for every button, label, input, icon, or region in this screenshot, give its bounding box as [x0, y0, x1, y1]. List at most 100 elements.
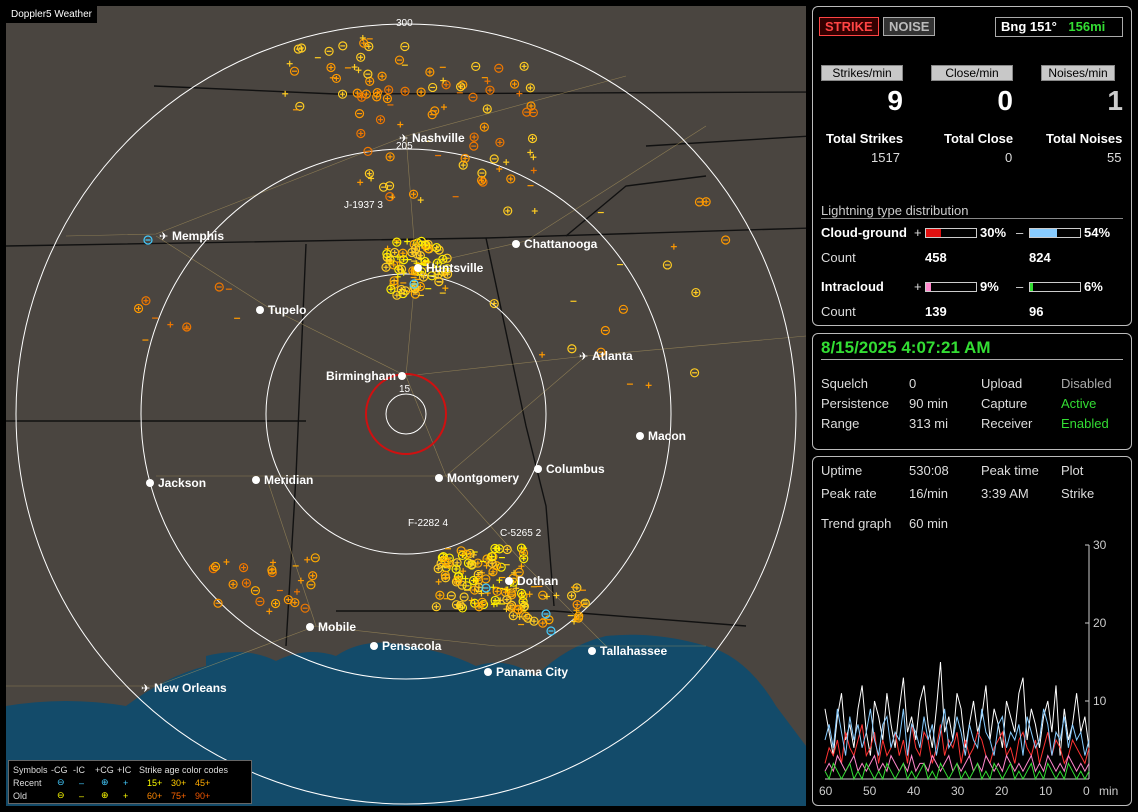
- strike-marker: [270, 559, 277, 566]
- city-label: Chattanooga: [524, 237, 598, 251]
- noise-toggle-button[interactable]: NOISE: [883, 17, 936, 36]
- city-label: New Orleans: [154, 681, 227, 695]
- ic-positive-count: 139: [925, 304, 947, 319]
- strike-marker: [425, 67, 435, 77]
- strike-marker: [351, 64, 358, 71]
- city-marker: [414, 264, 422, 272]
- peak-rate-value: 16/min: [909, 486, 949, 501]
- strike-marker: [596, 347, 606, 357]
- strike-marker: [286, 60, 293, 67]
- strikes-per-min-label[interactable]: Strikes/min: [821, 65, 903, 81]
- strike-marker: [440, 570, 450, 580]
- map-canvas: 300 205 15 ✈ Nashville ✈ Memphis Chattanooga…: [6, 18, 806, 806]
- strike-marker: [375, 115, 386, 125]
- strike-marker: [289, 66, 300, 76]
- strike-marker: [133, 303, 144, 314]
- strike-marker: [600, 325, 610, 336]
- plot-value[interactable]: Strike: [1061, 486, 1095, 501]
- city-label: Macon: [648, 429, 686, 443]
- city-label: Huntsville: [426, 261, 484, 275]
- lightning-map[interactable]: 300 205 15 ✈ Nashville ✈ Memphis Chattanooga…: [6, 6, 806, 806]
- strike-marker: [469, 132, 479, 142]
- strike-marker: [394, 55, 405, 65]
- intracloud-label: Intracloud: [821, 279, 884, 294]
- strike-marker: [433, 269, 443, 279]
- city-marker: [398, 372, 406, 380]
- receiver-label: Receiver: [981, 416, 1033, 431]
- airplane-icon: ✈: [399, 133, 408, 145]
- cloud-ground-label: Cloud-ground: [821, 225, 907, 240]
- strike-marker: [223, 558, 230, 565]
- strike-marker: [479, 122, 489, 132]
- cg-positive-bar: [925, 228, 977, 238]
- strike-marker: [421, 245, 428, 252]
- storm-label: C-5265 2: [500, 528, 542, 539]
- strike-toggle-button[interactable]: STRIKE: [819, 17, 879, 36]
- strike-marker: [492, 586, 502, 596]
- strike-marker: [399, 255, 409, 265]
- strikes-per-min-value: 9: [887, 85, 903, 116]
- current-datetime: 8/15/2025 4:07:21 AM: [821, 338, 991, 357]
- strike-marker: [490, 601, 497, 608]
- strike-marker: [455, 601, 466, 611]
- strike-marker: [513, 604, 523, 614]
- recent-strike-marker: [546, 626, 556, 636]
- strike-marker: [306, 580, 316, 590]
- x-tick-label: 40: [907, 784, 921, 798]
- strike-marker: [502, 544, 512, 555]
- total-strikes-label: Total Strikes: [826, 131, 904, 146]
- strike-marker: [293, 588, 300, 595]
- city-marker: [505, 577, 513, 585]
- close-per-min-label[interactable]: Close/min: [931, 65, 1013, 81]
- strike-marker: [270, 598, 281, 609]
- strike-marker: [404, 238, 411, 245]
- ic-positive-bar: [925, 282, 977, 292]
- strike-marker: [484, 78, 491, 85]
- squelch-value: 0: [909, 376, 917, 391]
- strike-marker: [429, 264, 436, 271]
- strike-marker: [446, 591, 456, 601]
- divider: [821, 359, 1123, 360]
- strike-marker: [364, 169, 374, 179]
- status-panel: 8/15/2025 4:07:21 AM Squelch 0 Upload Di…: [812, 333, 1132, 450]
- trend-graph: 30 20 10 60 50 40 30 20 10 0 min: [819, 538, 1118, 798]
- strike-marker: [508, 611, 518, 621]
- strike-marker: [310, 553, 320, 563]
- age-code: 15+: [147, 777, 163, 788]
- strike-marker: [567, 591, 577, 601]
- legend-neg-ic: -IC: [73, 764, 85, 775]
- strike-marker: [645, 382, 652, 389]
- noises-per-min-label[interactable]: Noises/min: [1041, 65, 1115, 81]
- cg-minus-sign: –: [1016, 225, 1024, 240]
- neg-ic-old-icon: –: [79, 790, 85, 801]
- strike-marker: [433, 564, 443, 574]
- strike-marker: [495, 137, 505, 148]
- city-marker: [306, 623, 314, 631]
- strike-marker: [455, 82, 466, 92]
- strike-marker: [415, 281, 425, 292]
- strike-marker: [400, 86, 410, 96]
- peak-time-value: 3:39 AM: [981, 486, 1029, 501]
- strike-marker: [494, 63, 504, 73]
- neg-ic-recent-icon: –: [79, 777, 85, 788]
- ic-negative-pct: 6%: [1084, 279, 1103, 294]
- city-label: Pensacola: [382, 639, 442, 653]
- airplane-icon: ✈: [159, 231, 168, 243]
- strike-marker: [400, 41, 410, 52]
- age-code: 30+: [171, 777, 187, 788]
- strike-marker: [453, 576, 463, 586]
- cg-negative-count: 824: [1029, 250, 1051, 265]
- y-tick-label: 30: [1093, 538, 1107, 552]
- strike-marker: [503, 206, 513, 216]
- strike-marker: [296, 43, 307, 53]
- strike-marker: [451, 564, 461, 574]
- strike-marker: [474, 582, 484, 592]
- strike-marker: [460, 153, 470, 164]
- city-marker: [435, 474, 443, 482]
- strike-marker: [398, 248, 408, 258]
- uptime-value: 530:08: [909, 463, 949, 478]
- bearing-value: Bng 151°: [1001, 19, 1057, 34]
- age-code: 75+: [171, 790, 187, 801]
- city-label: Columbus: [546, 462, 605, 476]
- strike-marker: [392, 290, 402, 300]
